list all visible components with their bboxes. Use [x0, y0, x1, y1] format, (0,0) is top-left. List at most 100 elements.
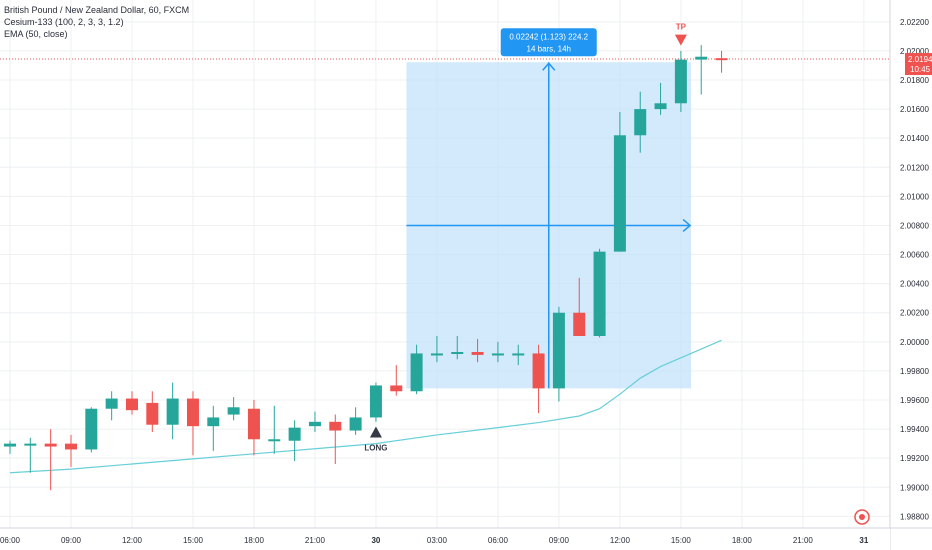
time-tick-label: 12:00 [610, 536, 631, 545]
candle[interactable] [471, 338, 484, 363]
candle[interactable] [288, 420, 301, 462]
candle-body [674, 59, 687, 104]
candle-body [634, 109, 647, 136]
time-tick-label: 06:00 [488, 536, 509, 545]
candle[interactable] [166, 382, 179, 440]
candle[interactable] [227, 397, 240, 421]
price-tick-label: 2.00200 [900, 309, 929, 318]
candle[interactable] [4, 440, 16, 454]
candle-body [44, 443, 57, 447]
candle-body [146, 402, 159, 425]
candle[interactable] [532, 344, 545, 414]
candle[interactable] [451, 336, 464, 360]
candle-body [491, 353, 504, 356]
candle[interactable] [369, 382, 382, 422]
candle[interactable] [430, 336, 443, 363]
candle[interactable] [207, 405, 220, 451]
time-tick-label: 21:00 [793, 536, 814, 545]
candle[interactable] [695, 45, 708, 95]
price-tick-label: 2.02000 [900, 47, 929, 56]
candle[interactable] [573, 277, 586, 336]
time-tick-label: 15:00 [183, 536, 204, 545]
candle-body [410, 353, 423, 392]
price-tick-label: 2.01200 [900, 163, 929, 172]
candle[interactable] [24, 437, 37, 473]
symbol-title[interactable]: British Pound / New Zealand Dollar, 60, … [4, 5, 190, 15]
candle[interactable] [715, 50, 728, 73]
candle[interactable] [491, 341, 504, 363]
candle[interactable] [146, 391, 159, 432]
candle-body [695, 56, 708, 60]
candle-body [247, 408, 260, 440]
candle[interactable] [613, 112, 626, 252]
candle[interactable] [247, 400, 260, 456]
price-tick-label: 2.01000 [900, 192, 929, 201]
price-tick-label: 1.98800 [900, 512, 929, 521]
price-tick-label: 2.01400 [900, 134, 929, 143]
bar-countdown-label: 10:45 [910, 65, 931, 74]
candle-body [715, 58, 728, 61]
tp-signal-label: TP [676, 23, 687, 32]
measure-label-bars: 14 bars, 14h [527, 44, 571, 53]
candle[interactable] [308, 411, 321, 432]
chart-legend: British Pound / New Zealand Dollar, 60, … [4, 4, 189, 40]
time-axis-bg[interactable] [0, 528, 890, 550]
candle-body [532, 353, 545, 389]
candle-body [125, 398, 138, 411]
price-axis-bg[interactable] [890, 0, 932, 550]
candle-body [4, 443, 16, 447]
time-tick-label: 09:00 [549, 536, 570, 545]
candle-body [288, 427, 301, 441]
candle[interactable] [268, 405, 281, 454]
candle[interactable] [44, 429, 57, 491]
candle[interactable] [186, 391, 199, 456]
time-tick-label: 18:00 [244, 536, 265, 545]
measure-label-box [500, 28, 597, 57]
candle[interactable] [674, 50, 687, 112]
candle-body [349, 417, 362, 431]
time-tick-label: 18:00 [732, 536, 753, 545]
price-tick-label: 2.02200 [900, 18, 929, 27]
price-tick-label: 1.99200 [900, 454, 929, 463]
candle[interactable] [512, 344, 525, 366]
current-price-badge [905, 53, 932, 76]
candle[interactable] [349, 407, 362, 435]
candle-body [24, 443, 37, 446]
candle[interactable] [125, 391, 138, 415]
candle-body [227, 407, 240, 415]
candle[interactable] [552, 306, 565, 402]
candle-body [593, 251, 606, 336]
candle[interactable] [654, 82, 667, 115]
price-tick-label: 1.99800 [900, 367, 929, 376]
candle-body [390, 385, 403, 392]
time-tick-label: 15:00 [671, 536, 692, 545]
candle-body [512, 353, 525, 356]
ema-line [9, 339, 722, 474]
measure-label-change: 0.02242 (1.123) 224.2 [509, 32, 588, 41]
measure-arrow-head-up [542, 62, 556, 71]
candle[interactable] [593, 248, 606, 338]
price-tick-label: 2.00800 [900, 221, 929, 230]
candle[interactable] [410, 344, 423, 395]
candle[interactable] [390, 365, 403, 396]
time-tick-label: 21:00 [305, 536, 326, 545]
candle-body [85, 408, 98, 450]
time-tick-label: 31 [859, 536, 868, 545]
indicator-cesium-label[interactable]: Cesium-133 (100, 2, 3, 3, 1.2) [4, 17, 124, 27]
indicator-ema-label[interactable]: EMA (50, close) [4, 29, 68, 39]
candle[interactable] [64, 434, 77, 467]
price-tick-label: 1.99400 [900, 425, 929, 434]
candle[interactable] [85, 407, 98, 453]
long-signal-arrow-icon [369, 426, 382, 438]
tradingview-logo-icon [854, 509, 870, 525]
candle-body [105, 398, 118, 409]
candle[interactable] [329, 414, 342, 464]
candle[interactable] [634, 91, 647, 153]
candle-body [471, 352, 484, 355]
price-tick-label: 2.01800 [900, 76, 929, 85]
candle[interactable] [105, 391, 118, 421]
candle-body [430, 353, 443, 356]
time-tick-label: 12:00 [122, 536, 143, 545]
